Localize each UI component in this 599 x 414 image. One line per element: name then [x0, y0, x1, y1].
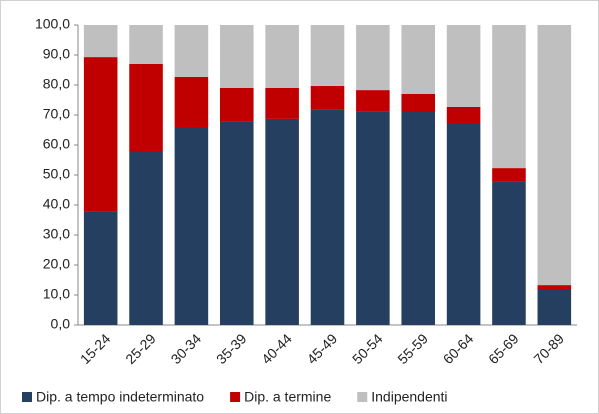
bar-segment	[401, 112, 436, 325]
bar-segment	[83, 57, 118, 212]
y-tick-label: 60,0	[43, 136, 70, 152]
legend-swatch	[22, 392, 32, 402]
bar-segment	[446, 124, 481, 325]
bar-segment	[174, 25, 209, 77]
bar-segment	[265, 118, 299, 326]
bar-segment	[219, 121, 254, 326]
y-tick-label: 40,0	[43, 196, 70, 212]
bar-segment	[129, 151, 163, 325]
bar-segment	[446, 106, 481, 124]
bar-segment	[401, 25, 436, 94]
y-tick-label: 100,0	[35, 16, 70, 32]
bar-segment	[356, 90, 390, 112]
bar-segment	[356, 25, 390, 91]
legend-swatch	[357, 392, 368, 402]
bar-segment	[83, 25, 118, 58]
bar-segment	[83, 211, 118, 325]
bar-segment	[356, 111, 390, 325]
y-tick-label: 0,0	[51, 316, 71, 332]
y-tick-label: 80,0	[43, 76, 70, 92]
bar-segment	[310, 25, 345, 86]
y-tick-label: 50,0	[43, 166, 70, 182]
y-tick-label: 30,0	[43, 226, 70, 242]
bar-segment	[310, 109, 345, 326]
bar-segment	[219, 25, 254, 88]
bar-segment	[129, 25, 163, 64]
y-tick-label: 90,0	[43, 46, 70, 62]
bar-segment	[492, 168, 526, 182]
bar-segment	[219, 88, 254, 122]
bar-segment	[537, 289, 572, 325]
bar-segment	[265, 25, 299, 88]
bar-segment	[129, 64, 163, 151]
bar-segment	[492, 25, 526, 169]
legend-label: Dip. a tempo indeterminato	[36, 389, 204, 405]
legend-label: Dip. a termine	[244, 389, 331, 405]
y-tick-label: 10,0	[43, 286, 70, 302]
bar-segment	[310, 85, 345, 110]
legend-swatch	[230, 392, 241, 402]
legend-label: Indipendenti	[371, 389, 447, 405]
bar-segment	[492, 181, 526, 325]
y-tick-label: 20,0	[43, 256, 70, 272]
bar-segment	[537, 285, 572, 289]
bar-segment	[401, 94, 436, 112]
bar-segment	[446, 25, 481, 107]
bar-segment	[174, 127, 209, 325]
bar-segment	[174, 76, 209, 127]
y-tick-label: 70,0	[43, 106, 70, 122]
bar-segment	[265, 88, 299, 119]
bar-segment	[537, 25, 572, 286]
